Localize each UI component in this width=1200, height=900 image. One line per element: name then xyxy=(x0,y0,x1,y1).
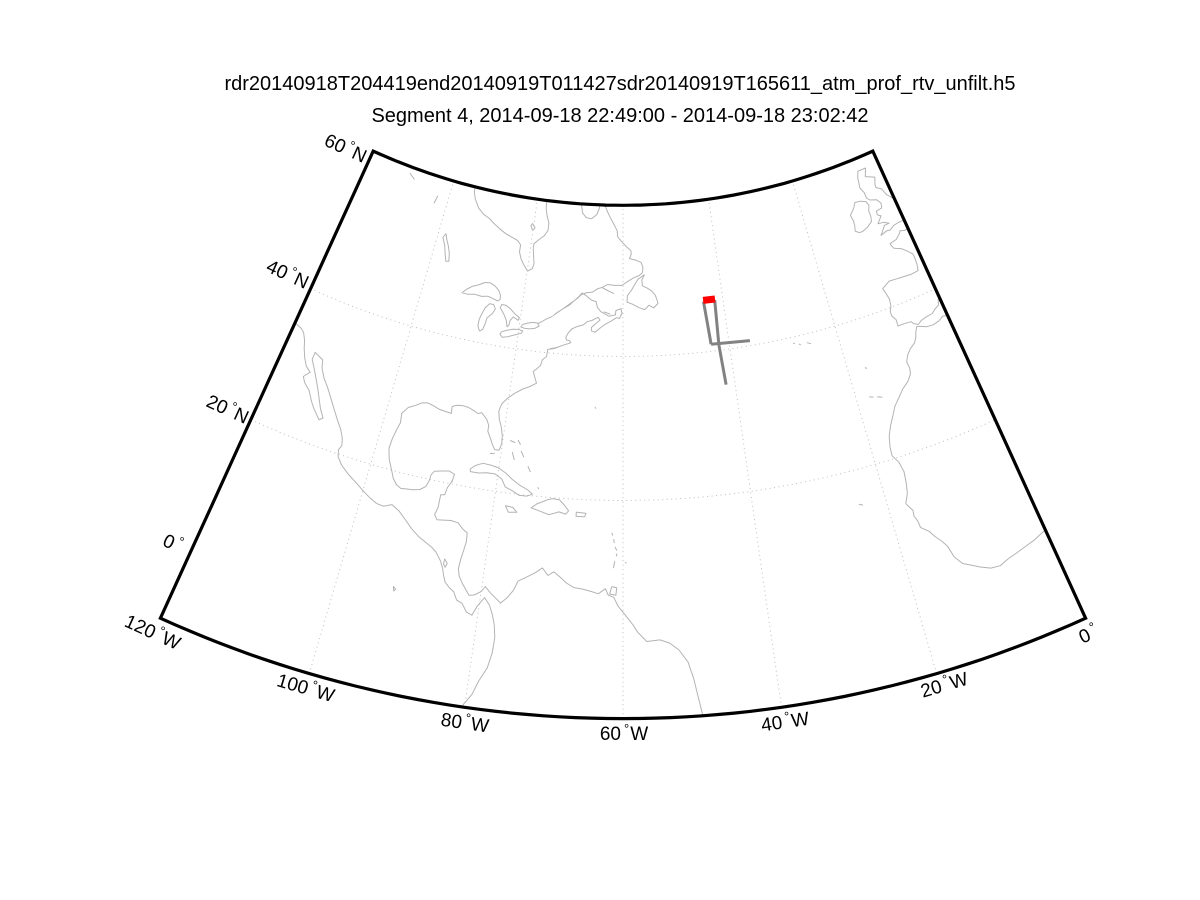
coast-madeira xyxy=(864,367,868,369)
coast-lake-erie xyxy=(499,328,524,338)
coast-barbados xyxy=(624,561,627,564)
coast-hudson-bay xyxy=(473,183,550,272)
coast-lake-michigan xyxy=(477,303,496,332)
meridian-80w xyxy=(464,199,538,708)
coast-bermuda xyxy=(594,406,597,409)
coast-martinique xyxy=(614,546,618,551)
coast-lake-superior xyxy=(461,282,501,302)
coast-ireland xyxy=(849,200,872,234)
coast-ungava-bay xyxy=(579,199,602,220)
graticule-label-0: 0° xyxy=(1075,619,1102,649)
map-interior xyxy=(160,151,1086,719)
track-segment-1 xyxy=(702,301,713,345)
track-segment-3 xyxy=(710,339,751,346)
coast-hispaniola xyxy=(530,498,570,516)
graticule-label-20w: 20°W xyxy=(917,666,970,703)
coast-st-lucia xyxy=(615,553,618,557)
coast-long-island-bahamas xyxy=(527,466,531,473)
coast-lake-winnipeg xyxy=(442,233,450,262)
track-segment-2 xyxy=(713,299,721,346)
graticule-label-40n: 40°N xyxy=(263,254,313,294)
coast-north-america-pacific xyxy=(290,314,496,719)
meridian-40w xyxy=(708,199,782,708)
coast-trinidad xyxy=(609,586,618,596)
graticule-label-80w: 80°W xyxy=(439,707,490,738)
graticule-label-40w: 40°W xyxy=(759,706,810,737)
coast-lake-ontario xyxy=(520,321,540,330)
coast-anticosti-island xyxy=(601,286,615,294)
coast-reindeer-lake xyxy=(433,195,439,204)
graticule-label-60w: 60 °W xyxy=(600,721,648,745)
parallel-20n xyxy=(250,419,996,502)
coast-jamaica xyxy=(504,505,518,513)
coast-abaco xyxy=(517,439,521,446)
meridian-100w xyxy=(308,180,455,674)
graticule-label-60n: 60°N xyxy=(321,128,371,168)
coast-inagua xyxy=(537,487,540,490)
coast-africa-west xyxy=(888,314,1048,569)
graticule-label-20n: 20°N xyxy=(203,389,253,429)
parallel-40n xyxy=(310,288,936,358)
coast-belcher-islands xyxy=(530,223,536,231)
coast-newfoundland xyxy=(626,274,659,311)
map-border xyxy=(158,148,1088,721)
satellite-track xyxy=(702,299,751,385)
coast-eleuthera xyxy=(520,450,525,458)
coast-prince-edward-island xyxy=(603,311,611,315)
coast-lake-athabasca xyxy=(409,172,415,180)
coast-americas-atlantic xyxy=(388,201,708,719)
coast-st-lawrence-river xyxy=(537,315,553,325)
coast-europe-iberia xyxy=(882,227,940,327)
coast-lake-huron xyxy=(499,304,520,328)
coast-grenadines xyxy=(612,561,616,569)
coast-cape-verde xyxy=(858,503,864,506)
graticule-label-120w: 120°W xyxy=(121,609,185,655)
coast-azores-3 xyxy=(806,342,812,345)
plot-subtitle: Segment 4, 2014-09-18 22:49:00 - 2014-09… xyxy=(371,105,869,127)
coast-canary-2 xyxy=(877,396,883,398)
graticule-label-0: 0° xyxy=(159,528,186,558)
coastlines xyxy=(290,167,1048,719)
plot-title: rdr20140918T204419end20140919T011427sdr2… xyxy=(224,73,1016,95)
coast-cuba xyxy=(469,462,533,497)
coast-andros xyxy=(511,451,515,461)
coast-cocos-island xyxy=(392,585,397,592)
track-highlight xyxy=(702,295,716,304)
coast-grand-bahama xyxy=(509,440,516,444)
coast-guadeloupe xyxy=(611,532,614,536)
meridian-20w xyxy=(791,180,938,674)
graticule xyxy=(160,151,1086,719)
track-segment-4 xyxy=(717,344,728,385)
coast-puerto-rico xyxy=(575,511,587,518)
coast-long-island xyxy=(549,347,558,350)
coast-lake-nicaragua xyxy=(443,558,448,568)
coast-dominica xyxy=(613,539,615,544)
coast-azores-2 xyxy=(798,343,802,346)
